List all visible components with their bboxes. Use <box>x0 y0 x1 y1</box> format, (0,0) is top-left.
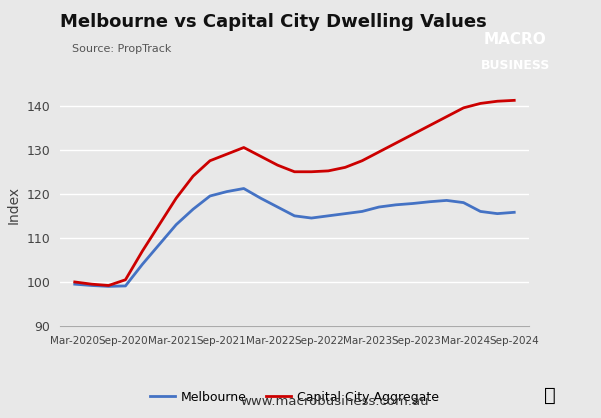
Text: MACRO: MACRO <box>484 32 547 47</box>
Text: BUSINESS: BUSINESS <box>481 59 550 72</box>
Text: 🐺: 🐺 <box>544 385 556 405</box>
Text: Source: PropTrack: Source: PropTrack <box>72 44 171 54</box>
Text: www.macrobusiness.com.au: www.macrobusiness.com.au <box>240 395 429 408</box>
Y-axis label: Index: Index <box>7 186 21 224</box>
Text: Melbourne vs Capital City Dwelling Values: Melbourne vs Capital City Dwelling Value… <box>60 13 487 31</box>
Legend: Melbourne, Capital City Aggregate: Melbourne, Capital City Aggregate <box>145 386 444 409</box>
